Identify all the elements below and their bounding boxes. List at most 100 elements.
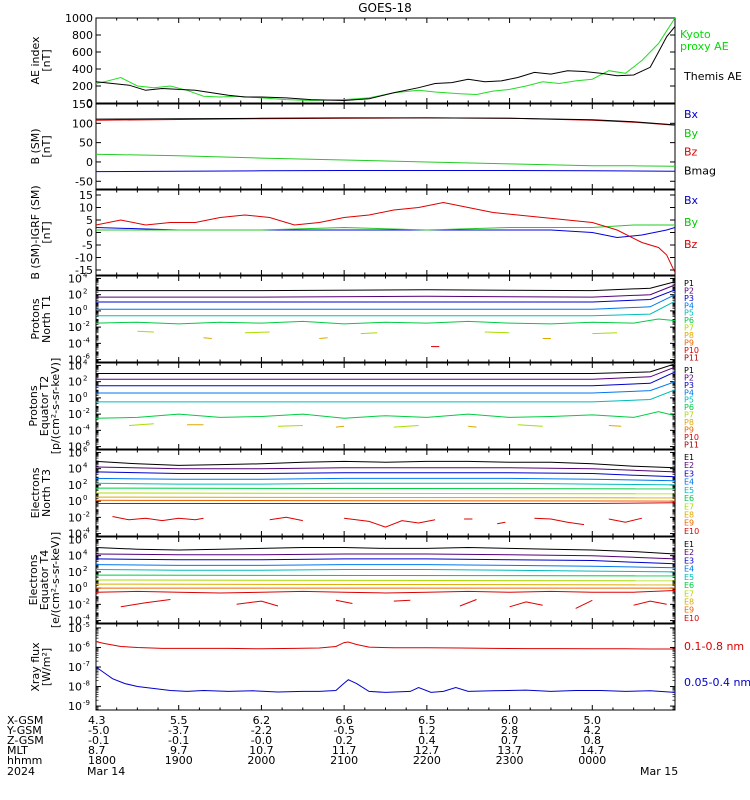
series-p2 (96, 284, 675, 298)
series-p5 (96, 389, 675, 403)
footer-row-label: Z-GSM (7, 734, 44, 747)
footer-value: 1900 (165, 754, 193, 767)
series-fragment (459, 599, 477, 607)
footer-value: -5.0 (88, 724, 109, 737)
series-fragment (277, 425, 303, 427)
y-tick-exponent: -2 (83, 407, 90, 415)
series-p1 (96, 281, 675, 292)
y-tick-exponent: 0 (83, 581, 87, 589)
footer-value: -3.7 (168, 724, 189, 737)
series-p3 (96, 289, 675, 303)
y-tick-label: 10 (68, 376, 82, 389)
y-tick-label: 5 (86, 214, 93, 227)
y-tick-label: 600 (72, 46, 93, 59)
legend-entry: By (684, 216, 699, 229)
legend-entry: 0.05-0.4 nm (684, 676, 750, 689)
y-tick-label: 150 (72, 98, 93, 111)
legend-entry: Kyoto (680, 28, 711, 41)
footer-value: 10.7 (249, 744, 274, 757)
series-bz (96, 201, 675, 273)
legend-entry: E3 (684, 556, 694, 565)
y-axis-label: [e/(cm²-s-sr-keV)] (49, 532, 62, 628)
y-axis-label: Protons (29, 298, 42, 339)
y-tick-label: 400 (72, 63, 93, 76)
y-tick-label: 10 (68, 533, 82, 546)
y-tick-label: 200 (72, 80, 93, 93)
y-tick-label: -10 (75, 252, 93, 265)
y-tick-exponent: -4 (83, 336, 91, 344)
footer-value: 4.2 (584, 724, 602, 737)
y-tick-exponent: -4 (83, 527, 91, 535)
legend-entry: Bz (684, 238, 698, 251)
y-tick-label: 50 (79, 137, 93, 150)
series-fragment (393, 599, 411, 602)
footer-value: 9.7 (170, 744, 188, 757)
series-p1 (96, 363, 675, 374)
footer-value: 4.3 (88, 714, 106, 727)
y-tick-label: 10 (68, 511, 82, 524)
y-axis-label: Equator T2 (38, 376, 51, 436)
series-group (96, 363, 675, 428)
legend-entry: 0.1-0.8 nm (684, 640, 744, 653)
series-p3 (96, 371, 675, 387)
series-kyoto-proxy-ae (96, 18, 675, 102)
footer-value: 1.2 (418, 724, 436, 737)
figure-title: GOES-18 (358, 1, 412, 15)
legend-entry: P1 (684, 366, 694, 375)
series-fragment (608, 517, 643, 523)
y-tick-label: 10 (68, 641, 82, 654)
y-tick-label: 800 (72, 29, 93, 42)
y-tick-label: 10 (68, 446, 82, 459)
panel-bsm: -50 0 50 100 150 B (SM)[nT] Bx By Bz Bmag (29, 98, 716, 190)
panel-frame (95, 362, 676, 450)
y-axis-label: North T1 (40, 295, 53, 343)
y-tick-exponent: 0 (83, 494, 87, 502)
series-group (96, 281, 675, 348)
y-tick-label: 10 (68, 289, 82, 302)
y-tick-label: 0 (86, 156, 93, 169)
series-p6 (96, 411, 675, 419)
footer-value: 11.7 (332, 744, 357, 757)
series-e6 (96, 487, 675, 490)
series-e5 (96, 569, 675, 573)
series-fragment (269, 516, 303, 522)
legend-entry: By (684, 127, 699, 140)
legend-entry: P3 (684, 294, 694, 303)
y-tick-label: 10 (68, 359, 82, 372)
series-e6 (96, 574, 675, 577)
series-0-05-0-4-nm (96, 666, 675, 693)
footer-value: 14.7 (580, 744, 605, 757)
legend-entry: E8 (684, 597, 694, 606)
y-axis-label: [nT] (40, 135, 53, 157)
y-tick-label: 10 (79, 202, 93, 215)
y-tick-exponent: 4 (83, 358, 88, 366)
footer-value: 6.6 (335, 714, 353, 727)
y-tick-exponent: 4 (83, 271, 88, 279)
footer-value: 2100 (330, 754, 358, 767)
series-e10 (96, 502, 675, 504)
y-axis-label: [nT] (40, 221, 53, 243)
legend-entry: P4 (684, 388, 694, 397)
legend-entry: Themis AE (683, 70, 742, 83)
legend-entry: P6 (684, 403, 694, 412)
series-group (96, 641, 675, 693)
footer-value: 5.0 (584, 714, 602, 727)
y-tick-label: 10 (68, 681, 82, 694)
series-fragment (517, 424, 543, 427)
y-tick-exponent: 4 (83, 462, 88, 470)
legend-entry: E6 (684, 581, 694, 590)
y-axis-label: Equator T4 (38, 550, 51, 610)
y-tick-label: 10 (68, 550, 82, 563)
legend-entry: P11 (684, 440, 699, 449)
legend-entry: E4 (684, 565, 694, 574)
series-fragment (497, 521, 506, 525)
y-tick-label: 0 (86, 97, 93, 110)
y-tick-label: -50 (75, 175, 93, 188)
y-tick-label: 10 (68, 495, 82, 508)
y-tick-label: 10 (68, 408, 82, 421)
y-axis-label: B (SM)-IGRF (SM) (29, 185, 42, 279)
